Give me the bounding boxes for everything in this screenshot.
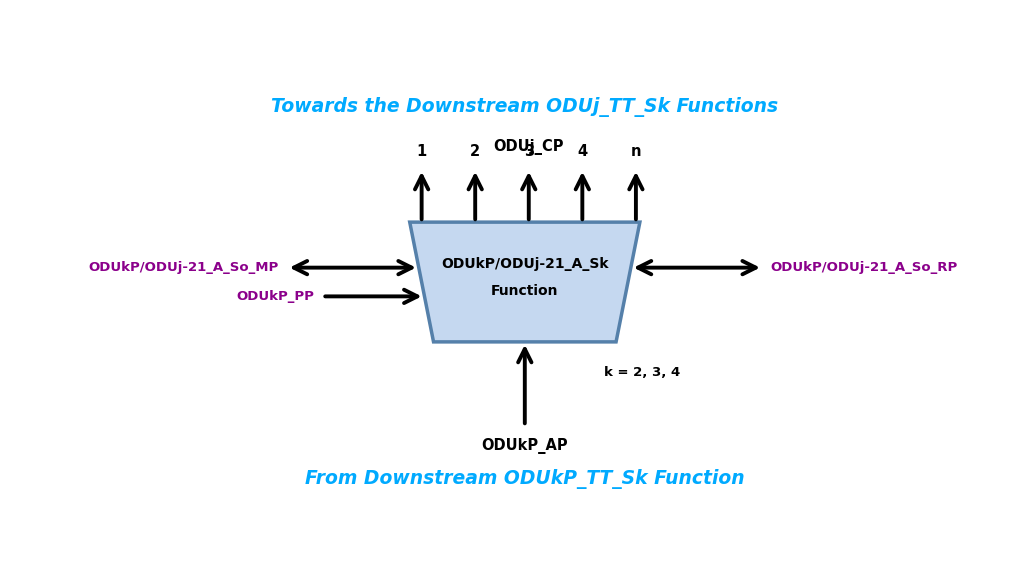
Text: 2: 2 (470, 143, 480, 158)
Text: 3: 3 (523, 143, 534, 158)
Text: ODUkP_AP: ODUkP_AP (481, 438, 568, 454)
Text: Towards the Downstream ODUj_TT_Sk Functions: Towards the Downstream ODUj_TT_Sk Functi… (271, 97, 778, 117)
Text: From Downstream ODUkP_TT_Sk Function: From Downstream ODUkP_TT_Sk Function (305, 469, 744, 490)
Text: ODUkP/ODUj-21_A_Sk: ODUkP/ODUj-21_A_Sk (441, 257, 608, 271)
Text: ODUj_CP: ODUj_CP (494, 139, 564, 155)
Text: ODUkP_PP: ODUkP_PP (237, 290, 314, 303)
Polygon shape (410, 222, 640, 342)
Text: 1: 1 (417, 143, 427, 158)
Text: k = 2, 3, 4: k = 2, 3, 4 (604, 366, 680, 380)
Text: Function: Function (492, 284, 558, 298)
Text: n: n (631, 143, 641, 158)
Text: ODUkP/ODUj-21_A_So_MP: ODUkP/ODUj-21_A_So_MP (88, 261, 279, 274)
Text: ODUkP/ODUj-21_A_So_RP: ODUkP/ODUj-21_A_So_RP (771, 261, 958, 274)
Text: 4: 4 (578, 143, 588, 158)
